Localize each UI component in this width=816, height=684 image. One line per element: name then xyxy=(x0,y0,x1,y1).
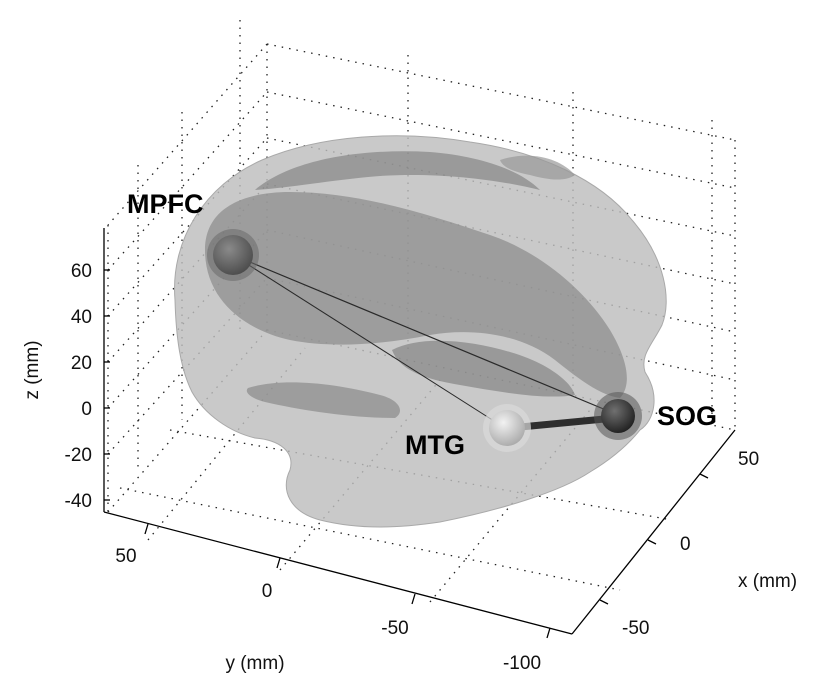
y-tick-label: 50 xyxy=(115,546,136,567)
y-axis-label: y (mm) xyxy=(225,653,284,674)
x-tick-labels: 50 0 -50 xyxy=(622,449,759,639)
mpfc-label: MPFC xyxy=(127,189,204,219)
axes xyxy=(103,228,736,639)
brain-volume xyxy=(174,135,667,528)
z-tick-labels: 60 40 20 0 -20 -40 xyxy=(65,261,92,512)
x-tick-label: 50 xyxy=(738,449,759,470)
y-tick-label: 0 xyxy=(262,581,273,602)
z-tick-label: 20 xyxy=(71,353,92,374)
mtg-node xyxy=(489,410,525,446)
x-axis xyxy=(571,429,736,635)
x-tick-label: 0 xyxy=(680,534,691,555)
z-tick-label: 60 xyxy=(71,261,92,282)
z-axis-label: z (mm) xyxy=(22,340,43,399)
sog-label: SOG xyxy=(657,401,717,431)
z-tick-label: -40 xyxy=(65,491,92,512)
region-nodes xyxy=(207,229,642,452)
y-tick-label: -50 xyxy=(381,618,408,639)
x-tick-label: -50 xyxy=(622,618,649,639)
z-tick-label: 40 xyxy=(71,307,92,328)
brain-temporal-structure xyxy=(392,340,575,397)
region-labels: MPFC MTG SOG xyxy=(127,189,717,460)
y-tick-labels: 50 0 -50 -100 xyxy=(115,546,541,674)
brain-frontal-lobe xyxy=(205,192,627,398)
z-tick-label: -20 xyxy=(65,445,92,466)
z-tick-label: 0 xyxy=(81,399,92,420)
brain-lower-structure xyxy=(246,382,400,418)
y-tick-label: -100 xyxy=(503,653,541,674)
sog-node xyxy=(601,399,635,433)
connection-mpfc-sog xyxy=(232,254,619,416)
connection-mpfc-mtg xyxy=(232,254,506,429)
brain-upper-gyrus xyxy=(255,151,540,190)
mpfc-node xyxy=(213,235,253,275)
brain-occipital-region xyxy=(500,155,575,180)
x-axis-label: x (mm) xyxy=(738,571,797,592)
y-axis xyxy=(103,511,573,635)
mtg-label: MTG xyxy=(405,430,465,460)
